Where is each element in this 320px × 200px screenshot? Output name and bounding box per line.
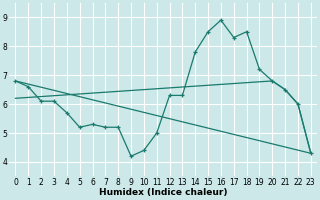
X-axis label: Humidex (Indice chaleur): Humidex (Indice chaleur) [99, 188, 228, 197]
